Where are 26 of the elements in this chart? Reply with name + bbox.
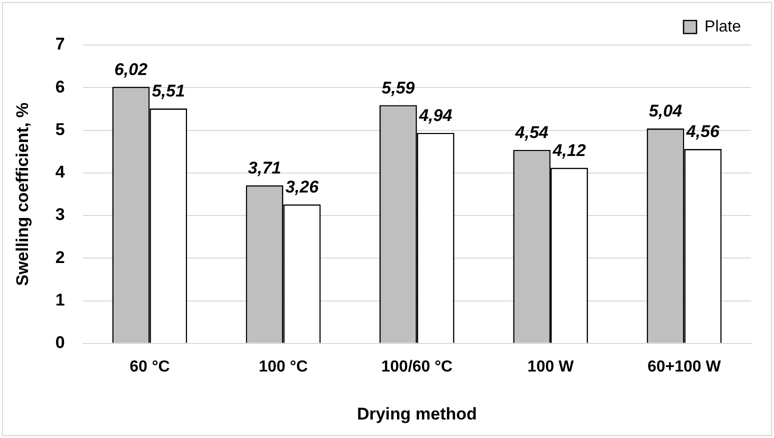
x-tick-label: 100/60 °C xyxy=(381,358,454,376)
y-tick-label: 6 xyxy=(55,77,65,96)
y-tick-label: 2 xyxy=(55,248,65,267)
data-label: 3,26 xyxy=(285,178,320,197)
y-tick-label: 0 xyxy=(55,333,65,352)
data-label: 5,04 xyxy=(648,102,683,121)
x-tick-label: 60+100 W xyxy=(647,358,722,376)
data-label: 5,59 xyxy=(382,78,416,98)
y-tick-label: 3 xyxy=(55,205,65,224)
x-tick-label: 100 °C xyxy=(258,358,308,376)
legend-label: Plate xyxy=(704,18,742,36)
x-axis-title: Drying method xyxy=(356,404,477,424)
data-label: 4,12 xyxy=(552,140,586,160)
y-tick-label: 5 xyxy=(55,120,65,139)
y-tick-label: 7 xyxy=(55,34,65,54)
x-tick-label: 60 °C xyxy=(130,358,170,376)
y-tick-label: 4 xyxy=(55,162,66,182)
data-label: 4,94 xyxy=(418,106,453,125)
data-label: 3,71 xyxy=(248,158,282,178)
data-label: 4,56 xyxy=(685,122,720,142)
y-tick-label: 1 xyxy=(55,290,65,310)
y-axis-title: Swelling coefficient, % xyxy=(12,102,32,286)
x-tick-label: 100 W xyxy=(527,358,575,376)
data-label: 5,51 xyxy=(152,82,185,101)
data-label: 4,54 xyxy=(514,123,549,142)
data-label: 6,02 xyxy=(114,60,148,79)
